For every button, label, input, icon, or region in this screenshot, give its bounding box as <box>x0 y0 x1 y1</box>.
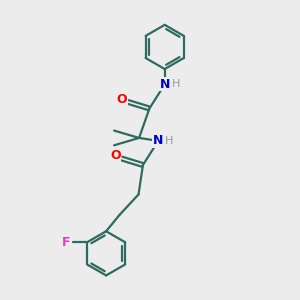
Text: H: H <box>172 79 180 89</box>
Text: N: N <box>153 134 164 147</box>
Text: O: O <box>116 93 127 106</box>
Text: F: F <box>62 236 70 249</box>
Text: O: O <box>110 149 121 162</box>
Text: N: N <box>160 78 170 91</box>
Text: H: H <box>165 136 174 146</box>
